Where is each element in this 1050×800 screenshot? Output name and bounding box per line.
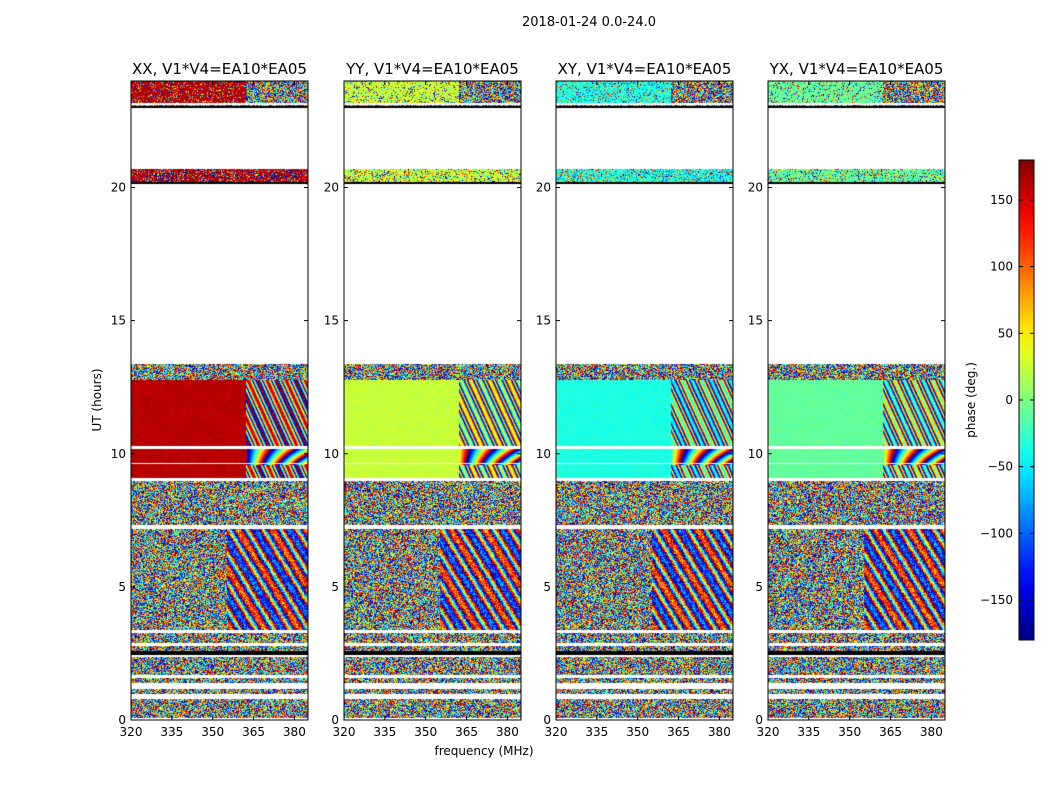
x-tick-label: 365 — [242, 725, 265, 739]
x-tick-label: 320 — [757, 725, 780, 739]
y-tick-label: 10 — [111, 447, 126, 461]
x-tick-label: 335 — [797, 725, 820, 739]
x-tick-label: 350 — [838, 725, 861, 739]
panel-xy: XY, V1*V4=EA10*EA05 320 335 350 365 380 0 5 10 15… — [536, 60, 734, 739]
y-tick-label: 0 — [543, 713, 551, 727]
phase-map-xy — [556, 81, 733, 720]
axes-frame — [130, 80, 309, 721]
y-tick-label: 15 — [536, 314, 551, 328]
panel-xx: XX, V1*V4=EA10*EA05 320 335 350 365 380 0 5 10 15… — [111, 60, 309, 739]
colorbar-tick-label: 50 — [998, 326, 1013, 340]
y-axis-label: UT (hours) — [90, 368, 104, 431]
panel-title: XX, V1*V4=EA10*EA05 — [132, 60, 307, 78]
colorbar: 150 100 50 0 −50 −100 −150 — [980, 159, 1035, 641]
colorbar-tick-label: −100 — [980, 526, 1013, 540]
colorbar-tick-label: −150 — [980, 593, 1013, 607]
x-tick-label: 380 — [496, 725, 519, 739]
y-tick-label: 15 — [111, 314, 126, 328]
x-tick-label: 380 — [920, 725, 943, 739]
y-tick-label: 15 — [748, 314, 763, 328]
y-tick-label: 10 — [324, 447, 339, 461]
y-tick-label: 20 — [748, 181, 763, 195]
y-tick-label: 10 — [748, 447, 763, 461]
y-tick-label: 5 — [118, 580, 126, 594]
y-tick-label: 15 — [324, 314, 339, 328]
x-axis-label: frequency (MHz) — [434, 744, 533, 758]
y-tick-label: 20 — [324, 181, 339, 195]
x-tick-label: 380 — [708, 725, 731, 739]
colorbar-tick-label: 0 — [1005, 393, 1013, 407]
colorbar-tick-label: 100 — [990, 260, 1013, 274]
y-tick-label: 10 — [536, 447, 551, 461]
x-tick-label: 335 — [585, 725, 608, 739]
y-tick-label: 0 — [755, 713, 763, 727]
x-tick-label: 335 — [373, 725, 396, 739]
y-tick-label: 20 — [536, 181, 551, 195]
x-tick-label: 365 — [455, 725, 478, 739]
y-tick-label: 20 — [111, 181, 126, 195]
y-tick-label: 0 — [331, 713, 339, 727]
x-tick-label: 365 — [879, 725, 902, 739]
phase-map-yx — [768, 81, 945, 720]
y-tick-label: 5 — [543, 580, 551, 594]
x-tick-label: 350 — [414, 725, 437, 739]
x-tick-label: 320 — [120, 725, 143, 739]
colorbar-tick-label: −50 — [988, 460, 1013, 474]
panel-yy: YY, V1*V4=EA10*EA05 320 335 350 365 380 0 5 10 15… — [324, 60, 522, 739]
phase-map-xx — [131, 81, 308, 720]
axes-frame — [555, 80, 734, 721]
x-tick-label: 365 — [667, 725, 690, 739]
y-tick-label: 5 — [331, 580, 339, 594]
panel-yx: YX, V1*V4=EA10*EA05 320 335 350 365 380 0 5 10 15… — [748, 60, 946, 739]
x-tick-label: 335 — [160, 725, 183, 739]
x-tick-label: 320 — [333, 725, 356, 739]
axes-frame — [343, 80, 522, 721]
axes-frame — [767, 80, 946, 721]
x-tick-label: 380 — [283, 725, 306, 739]
heatmap-panels: XX, V1*V4=EA10*EA05 320 335 350 365 380 0 5 10 15… — [111, 60, 946, 739]
panel-title: XY, V1*V4=EA10*EA05 — [558, 60, 732, 78]
y-tick-label: 0 — [118, 713, 126, 727]
x-tick-label: 350 — [201, 725, 224, 739]
panel-title: YX, V1*V4=EA10*EA05 — [769, 60, 944, 78]
panel-title: YY, V1*V4=EA10*EA05 — [345, 60, 519, 78]
y-tick-label: 5 — [755, 580, 763, 594]
colorbar-tick-label: 150 — [990, 193, 1013, 207]
x-tick-label: 350 — [626, 725, 649, 739]
x-tick-label: 320 — [545, 725, 568, 739]
phase-map-yy — [344, 81, 521, 720]
figure-title: 2018-01-24 0.0-24.0 — [522, 15, 656, 30]
colorbar-label: phase (deg.) — [964, 362, 978, 438]
